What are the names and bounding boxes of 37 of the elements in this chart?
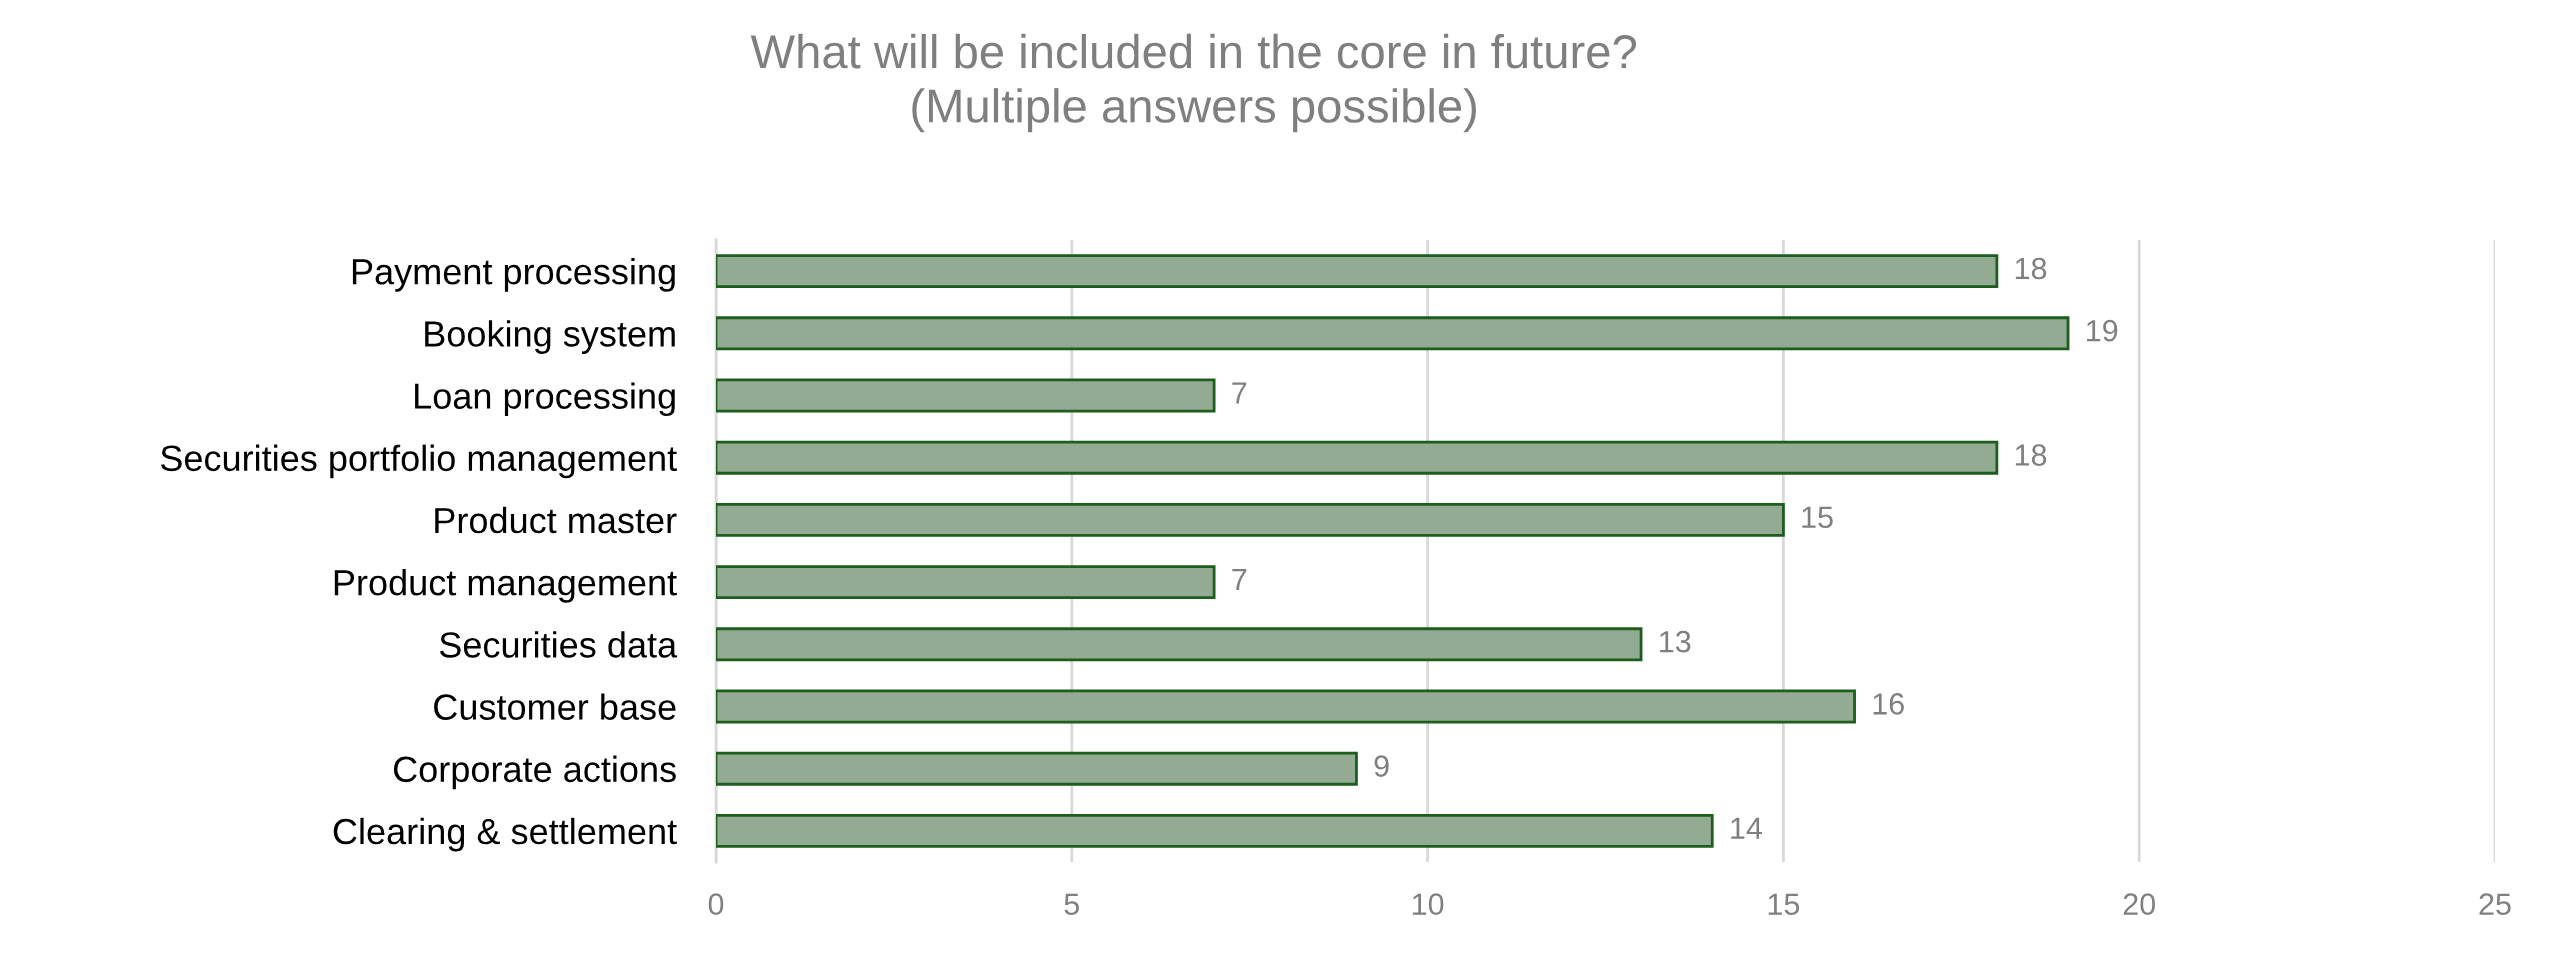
bar: [716, 565, 1216, 600]
data-label: 15: [1802, 506, 1833, 529]
y-tick-label: Payment processing: [352, 258, 675, 292]
bar: [716, 813, 1714, 848]
bar: [716, 627, 1643, 662]
y-tick-label: Securities data: [439, 631, 678, 658]
y-tick-label: Product master: [435, 506, 677, 534]
x-tick-label: 5: [1064, 893, 1080, 915]
y-tick-label: Product management: [334, 569, 677, 603]
data-label: 9: [1374, 755, 1389, 777]
bar: [716, 751, 1358, 786]
chart-title: What will be included in the core in future? (Multiple answers possible): [750, 33, 1636, 133]
bar: [716, 502, 1785, 537]
y-tick-label: Securities portfolio management: [160, 444, 677, 479]
bar: [716, 689, 1856, 724]
data-label: 14: [1731, 817, 1762, 839]
y-tick-label: Customer base: [434, 693, 676, 720]
x-tick-label: 0: [708, 893, 724, 915]
data-label: 7: [1232, 568, 1247, 590]
y-tick-label: Booking system: [425, 320, 675, 354]
data-label: 19: [2087, 319, 2118, 342]
bar: [716, 254, 1999, 289]
x-tick-label: 20: [2123, 893, 2155, 915]
data-label: 16: [1873, 693, 1904, 715]
bar: [716, 316, 2070, 351]
y-tick-label: Loan processing: [415, 382, 675, 417]
data-label: 18: [2015, 257, 2047, 280]
y-tick-label: Corporate actions: [393, 755, 676, 790]
bar: [716, 378, 1216, 413]
x-tick-label: 25: [2479, 893, 2511, 915]
data-label: 13: [1660, 630, 1691, 653]
x-tick-label: 15: [1768, 893, 1800, 915]
x-tick-label: 10: [1412, 893, 1444, 915]
y-tick-label: Clearing & settlement: [333, 817, 677, 852]
data-label: 7: [1232, 382, 1247, 404]
bar: [716, 440, 1999, 475]
data-label: 18: [2015, 444, 2047, 466]
